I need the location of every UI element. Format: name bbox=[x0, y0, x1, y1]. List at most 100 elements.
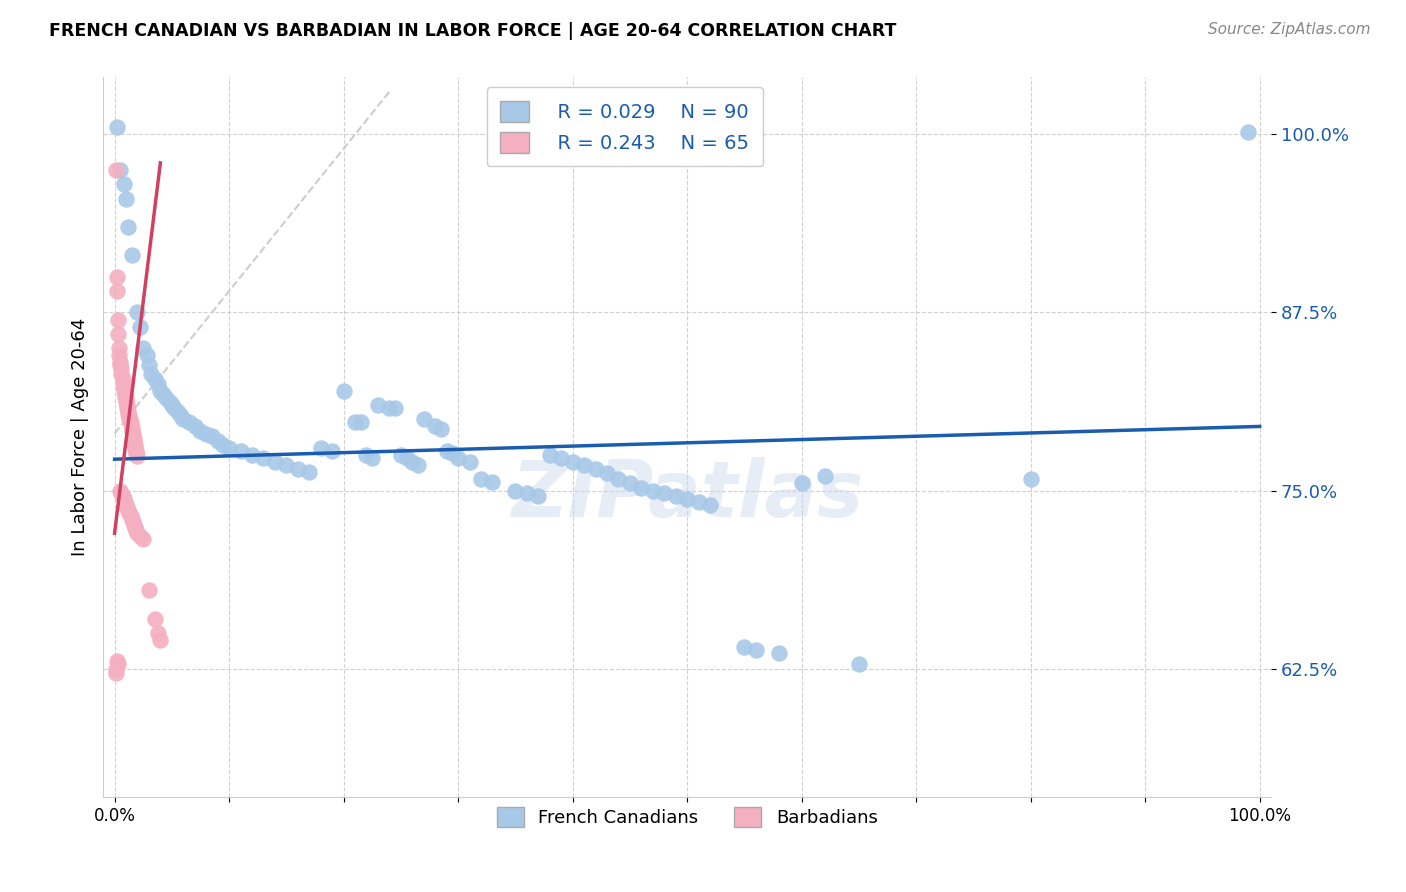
Point bbox=[128, 319, 150, 334]
Point bbox=[122, 515, 145, 529]
Point bbox=[298, 465, 321, 479]
Point bbox=[572, 458, 595, 472]
Point bbox=[110, 486, 132, 500]
Point bbox=[652, 486, 675, 500]
Point bbox=[111, 372, 134, 386]
Point bbox=[848, 657, 870, 672]
Point bbox=[207, 434, 229, 448]
Point bbox=[790, 476, 813, 491]
Point bbox=[160, 398, 183, 412]
Point bbox=[146, 626, 169, 640]
Point bbox=[768, 646, 790, 660]
Point bbox=[172, 412, 194, 426]
Text: Source: ZipAtlas.com: Source: ZipAtlas.com bbox=[1208, 22, 1371, 37]
Point bbox=[122, 517, 145, 532]
Point bbox=[641, 483, 664, 498]
Point bbox=[120, 417, 142, 432]
Point bbox=[252, 450, 274, 465]
Point bbox=[112, 381, 135, 395]
Point bbox=[561, 455, 583, 469]
Point bbox=[538, 448, 561, 462]
Point bbox=[344, 415, 367, 429]
Point bbox=[115, 398, 138, 412]
Point bbox=[121, 424, 143, 438]
Point bbox=[218, 441, 240, 455]
Point bbox=[481, 475, 503, 489]
Point bbox=[122, 426, 145, 441]
Point bbox=[607, 472, 630, 486]
Point bbox=[389, 448, 412, 462]
Point bbox=[108, 348, 131, 362]
Point bbox=[190, 424, 212, 438]
Point bbox=[470, 472, 492, 486]
Point bbox=[813, 469, 835, 483]
Point bbox=[125, 446, 148, 460]
Point bbox=[619, 476, 641, 491]
Point bbox=[121, 421, 143, 435]
Point bbox=[384, 401, 406, 415]
Point bbox=[115, 498, 138, 512]
Point bbox=[361, 450, 384, 465]
Point bbox=[104, 662, 127, 676]
Point bbox=[122, 432, 145, 446]
Point bbox=[146, 376, 169, 391]
Point bbox=[117, 407, 139, 421]
Point bbox=[356, 448, 378, 462]
Point bbox=[107, 312, 129, 326]
Point bbox=[135, 348, 157, 362]
Point bbox=[149, 384, 172, 398]
Point bbox=[105, 284, 128, 298]
Point bbox=[1237, 124, 1260, 138]
Point bbox=[108, 341, 131, 355]
Point bbox=[111, 489, 134, 503]
Point bbox=[143, 372, 166, 386]
Point bbox=[412, 412, 434, 426]
Legend: French Canadians, Barbadians: French Canadians, Barbadians bbox=[489, 800, 884, 835]
Point bbox=[115, 192, 138, 206]
Point bbox=[104, 163, 127, 178]
Point bbox=[309, 441, 332, 455]
Point bbox=[127, 305, 149, 319]
Point bbox=[125, 524, 148, 538]
Point bbox=[107, 326, 129, 341]
Point bbox=[441, 446, 464, 460]
Point bbox=[229, 443, 252, 458]
Point bbox=[110, 367, 132, 381]
Point bbox=[425, 419, 447, 434]
Point bbox=[395, 450, 418, 465]
Point bbox=[121, 248, 143, 262]
Point bbox=[115, 392, 138, 407]
Point bbox=[436, 443, 458, 458]
Point bbox=[115, 500, 138, 515]
Point bbox=[1019, 472, 1042, 486]
Point bbox=[585, 462, 607, 476]
Point bbox=[159, 395, 181, 409]
Point bbox=[115, 395, 138, 409]
Point bbox=[110, 362, 132, 376]
Point bbox=[125, 443, 148, 458]
Point bbox=[505, 483, 527, 498]
Point bbox=[117, 403, 139, 417]
Point bbox=[630, 481, 652, 495]
Point bbox=[110, 358, 132, 372]
Point bbox=[114, 386, 136, 401]
Point bbox=[122, 429, 145, 443]
Point bbox=[166, 405, 188, 419]
Point bbox=[149, 633, 172, 648]
Point bbox=[321, 443, 343, 458]
Point bbox=[138, 358, 160, 372]
Point bbox=[688, 495, 710, 509]
Point bbox=[406, 458, 429, 472]
Text: ZIPatlas: ZIPatlas bbox=[510, 457, 863, 533]
Point bbox=[105, 655, 128, 669]
Point bbox=[118, 409, 141, 424]
Point bbox=[110, 355, 132, 369]
Point bbox=[114, 495, 136, 509]
Point bbox=[105, 269, 128, 284]
Point bbox=[112, 492, 135, 507]
Point bbox=[745, 643, 768, 657]
Text: FRENCH CANADIAN VS BARBADIAN IN LABOR FORCE | AGE 20-64 CORRELATION CHART: FRENCH CANADIAN VS BARBADIAN IN LABOR FO… bbox=[49, 22, 897, 40]
Point bbox=[527, 489, 550, 503]
Point bbox=[596, 467, 619, 481]
Point bbox=[110, 483, 132, 498]
